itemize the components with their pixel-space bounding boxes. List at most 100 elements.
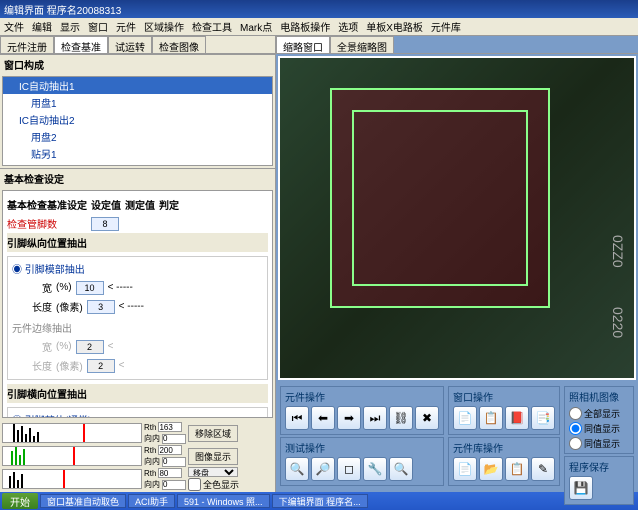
btn-disk[interactable]: 💾 [569, 476, 593, 500]
cb-allcolor[interactable]: 全色显示 [188, 478, 239, 491]
right-panel: 缩略窗口 全景缩略图 0220 0ZZ0 元件操作 ⏮ ⬅ ➡ [276, 36, 638, 492]
btn-zoomin[interactable]: 🔍 [285, 457, 309, 481]
histo2-v2[interactable] [162, 457, 186, 467]
row-pincount: 检查管脚数 [7, 214, 268, 233]
btn-hand[interactable]: 🔧 [363, 457, 387, 481]
grp-prog: 程序保存 💾 [564, 456, 634, 505]
comp-toolbar: ⏮ ⬅ ➡ ⏭ ⛓ ✖ [285, 406, 439, 430]
btn-next[interactable]: ➡ [337, 406, 361, 430]
btn-edit[interactable]: ✎ [531, 457, 555, 481]
radio-same-input[interactable] [569, 422, 582, 435]
pincount-input[interactable] [91, 217, 119, 231]
histo-row-2: Rth 向内 图像显示 [2, 445, 273, 467]
tab-inspect-base[interactable]: 检查基准 [54, 36, 108, 53]
horiz-title: 引脚纵向位置抽出 [7, 233, 268, 252]
win-toolbar: 📄 📋 📕 📑 [453, 406, 555, 430]
top-control-row: 元件操作 ⏮ ⬅ ➡ ⏭ ⛓ ✖ 窗口操作 📄 [280, 386, 560, 435]
menu-inspect[interactable]: 检查工具 [192, 19, 232, 34]
histo3-v2[interactable] [162, 480, 186, 490]
task-item-4[interactable]: 下编辑界面 程序名... [272, 494, 368, 508]
tree-item[interactable]: 积件1 [3, 162, 272, 166]
left-panel: 元件注册 检查基准 试运转 检查图像 窗口构成 IC自动抽出1 用盘1 IC自动… [0, 36, 276, 492]
menu-edit[interactable]: 编辑 [32, 19, 52, 34]
tree-item[interactable]: 用盘1 [3, 94, 272, 111]
menu-window[interactable]: 窗口 [88, 19, 108, 34]
btn-select[interactable]: ◻ [337, 457, 361, 481]
btn-first[interactable]: ⏮ [285, 406, 309, 430]
tree-item[interactable]: IC自动抽出2 [3, 111, 272, 128]
menu-pcb[interactable]: 电路板操作 [280, 19, 330, 34]
histo-combo[interactable]: 移盘 [188, 467, 238, 477]
btn-copy[interactable]: 📑 [531, 406, 555, 430]
tab-thumb[interactable]: 缩略窗口 [276, 36, 330, 53]
radio-pane[interactable]: 同值显示 [569, 436, 629, 451]
menu-display[interactable]: 显示 [60, 19, 80, 34]
grp-win-title: 窗口操作 [453, 389, 555, 404]
lower-controls: 元件操作 ⏮ ⬅ ➡ ⏭ ⛓ ✖ 窗口操作 📄 [276, 382, 638, 492]
btn-img-display[interactable]: 图像显示 [188, 448, 238, 465]
settings-title: 基本检查设定 [0, 168, 275, 188]
histo-chart-2[interactable] [2, 446, 142, 466]
lib-toolbar: 📄 📂 📋 ✎ [453, 457, 555, 481]
pin-length-input[interactable] [87, 300, 115, 314]
tree-item[interactable]: IC自动抽出1 [3, 77, 272, 94]
btn-delete[interactable]: ✖ [415, 406, 439, 430]
histo2-v1[interactable] [158, 445, 182, 455]
menu-file[interactable]: 文件 [4, 19, 24, 34]
title-text: 编辑界面 程序名20088313 [4, 2, 121, 17]
btn-last[interactable]: ⏭ [363, 406, 387, 430]
task-item-1[interactable]: 窗口基准自动取色 [40, 494, 126, 508]
histo-chart-1[interactable] [2, 423, 142, 443]
vert-title: 引脚横向位置抽出 [7, 384, 268, 403]
grp-prog-title: 程序保存 [569, 459, 629, 474]
menu-component[interactable]: 元件 [116, 19, 136, 34]
btn-newdoc[interactable]: 📋 [479, 406, 503, 430]
btn-doc[interactable]: 📄 [453, 406, 477, 430]
histo1-v1[interactable] [158, 422, 182, 432]
tab-inspect-img[interactable]: 检查图像 [152, 36, 206, 53]
btn-reddoc[interactable]: 📕 [505, 406, 529, 430]
radio-all-input[interactable] [569, 407, 582, 420]
pin-width-input[interactable] [76, 281, 104, 295]
menu-region[interactable]: 区域操作 [144, 19, 184, 34]
tab-panorama[interactable]: 全景缩略图 [330, 36, 394, 53]
menu-mark[interactable]: Mark点 [240, 19, 272, 34]
radio-pane-input[interactable] [569, 437, 582, 450]
btn-zoomout[interactable]: 🔎 [311, 457, 335, 481]
radio-same[interactable]: 同值显示 [569, 421, 629, 436]
prog-toolbar: 💾 [569, 476, 629, 500]
radio-all[interactable]: 全部显示 [569, 406, 629, 421]
btn-open[interactable]: 📂 [479, 457, 503, 481]
hdr-c4: 判定 [159, 197, 179, 212]
btn-prev[interactable]: ⬅ [311, 406, 335, 430]
cb-allcolor-input[interactable] [188, 478, 201, 491]
tree-panel[interactable]: IC自动抽出1 用盘1 IC自动抽出2 用盘2 贴另1 积件1 IC自动抽出3 … [2, 76, 273, 166]
image-view[interactable]: 0220 0ZZ0 [278, 56, 636, 380]
histo-row-1: Rth 向内 移除区域 [2, 422, 273, 444]
btn-new[interactable]: 📄 [453, 457, 477, 481]
tab-testrun[interactable]: 试运转 [108, 36, 152, 53]
body-title: ◉ 引脚整体(通常) [12, 412, 263, 418]
menu-options[interactable]: 选项 [338, 19, 358, 34]
btn-save[interactable]: 📋 [505, 457, 529, 481]
main-area: 元件注册 检查基准 试运转 检查图像 窗口构成 IC自动抽出1 用盘1 IC自动… [0, 36, 638, 492]
histo3-v1[interactable] [158, 468, 182, 478]
menu-lib[interactable]: 元件库 [431, 19, 461, 34]
task-item-2[interactable]: ACI助手 [128, 494, 175, 508]
btn-link[interactable]: ⛓ [389, 406, 413, 430]
start-button[interactable]: 开始 [2, 493, 38, 509]
tree-item[interactable]: 贴另1 [3, 145, 272, 162]
task-item-3[interactable]: 591 - Windows 照... [177, 494, 270, 508]
pin-detect-title: ◉ 引脚模部抽出 [12, 261, 263, 276]
btn-find[interactable]: 🔍 [389, 457, 413, 481]
grp-comp-ops: 元件操作 ⏮ ⬅ ➡ ⏭ ⛓ ✖ [280, 386, 444, 435]
menu-single[interactable]: 单板X电路板 [366, 19, 423, 34]
hdr-c3: 测定值 [125, 197, 155, 212]
histo1-v2[interactable] [162, 434, 186, 444]
btn-remove-region[interactable]: 移除区域 [188, 425, 238, 442]
tree-item[interactable]: 用盘2 [3, 128, 272, 145]
histo-chart-3[interactable] [2, 469, 142, 489]
tab-register[interactable]: 元件注册 [0, 36, 54, 53]
hdr-c1: 基本检查基准设定 [7, 197, 87, 212]
body-section: ◉ 引脚整体(通常) [7, 407, 268, 418]
